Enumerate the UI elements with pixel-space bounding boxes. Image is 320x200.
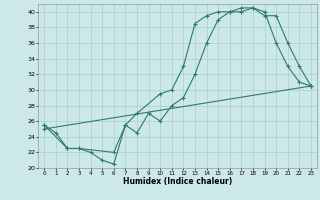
X-axis label: Humidex (Indice chaleur): Humidex (Indice chaleur) (123, 177, 232, 186)
